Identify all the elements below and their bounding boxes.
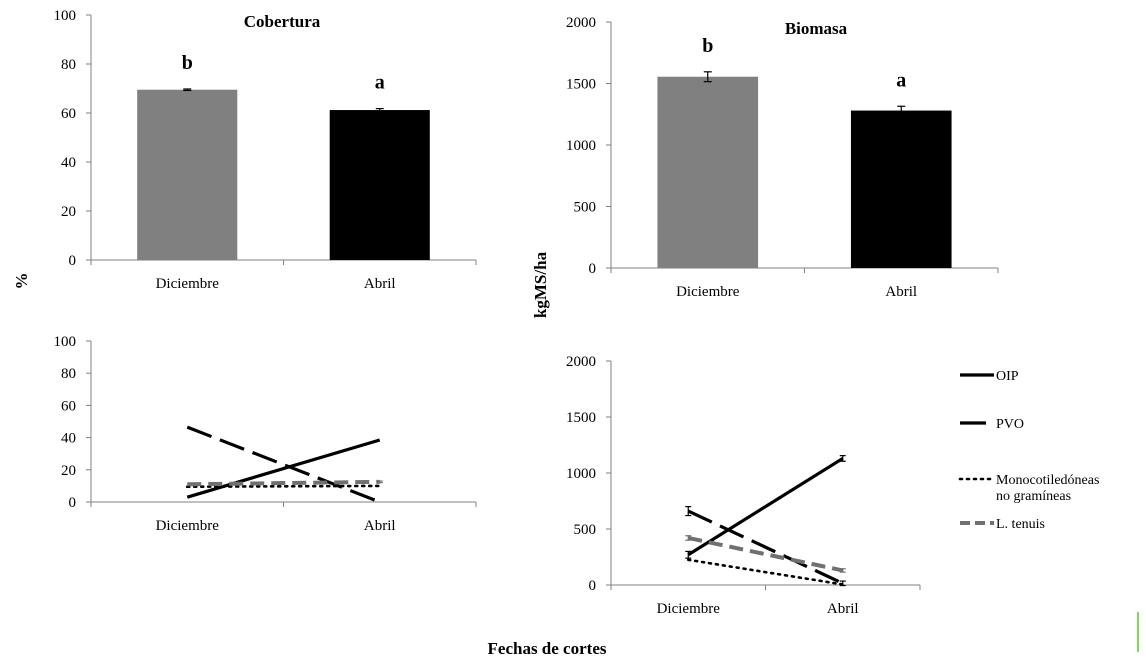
y-tick-label: 40 <box>61 431 76 447</box>
legend-label: L. tenuis <box>996 517 1045 532</box>
x-tick-label: Abril <box>364 276 396 292</box>
series-line <box>687 509 844 585</box>
y-tick-label: 1500 <box>566 410 596 426</box>
y-tick-label: 500 <box>574 522 597 538</box>
legend-label: PVO <box>996 417 1024 432</box>
series-line <box>687 536 844 573</box>
y-tick-label: 60 <box>61 398 76 414</box>
x-tick-label: Diciembre <box>156 518 220 534</box>
y-tick-label: 0 <box>589 261 597 277</box>
panel-title: Biomasa <box>785 19 848 38</box>
x-tick-label: Abril <box>885 284 917 300</box>
panel-biomasa-lines: 0 500 1000 1500 2000 Diciembre Abril <box>566 354 921 617</box>
series-line <box>187 479 380 487</box>
y-tick-label: 20 <box>61 463 76 479</box>
x-tick-label: Diciembre <box>657 601 721 617</box>
bar <box>329 110 430 260</box>
x-tick-label: Abril <box>827 601 859 617</box>
x-tick-label: Abril <box>364 518 396 534</box>
y-tick-label: 80 <box>61 57 76 73</box>
significance-letter: b <box>702 35 713 57</box>
page-edge-marker <box>1137 612 1139 652</box>
y-tick-label: 500 <box>574 200 597 216</box>
y-tick-label: 100 <box>54 334 77 350</box>
bar <box>657 76 759 268</box>
series-line <box>686 558 845 586</box>
y-axis-label-left: % <box>12 273 31 290</box>
y-tick-label: 60 <box>61 106 76 122</box>
x-tick-label: Diciembre <box>676 284 740 300</box>
legend-label: Monocotiledóneas <box>996 473 1099 488</box>
significance-letter: a <box>375 72 385 94</box>
y-axis-label-right: kgMS/ha <box>531 251 550 318</box>
y-tick-label: 100 <box>54 8 77 24</box>
legend-label: OIP <box>996 369 1019 384</box>
y-tick-label: 1000 <box>566 138 596 154</box>
y-tick-label: 1000 <box>566 466 596 482</box>
y-tick-label: 20 <box>61 204 76 220</box>
y-tick-label: 40 <box>61 155 76 171</box>
series-line <box>185 484 382 489</box>
series-line <box>186 438 381 499</box>
significance-letter: a <box>896 69 906 91</box>
series-line <box>186 425 381 504</box>
y-tick-label: 80 <box>61 366 76 382</box>
x-tick-label: Diciembre <box>156 276 220 292</box>
significance-letter: b <box>182 52 193 74</box>
y-tick-label: 0 <box>69 495 77 511</box>
y-tick-label: 2000 <box>566 354 596 370</box>
panel-cobertura-bars: 0 20 40 60 80 100 Diciembre Abril b a Cobertura <box>54 8 477 292</box>
y-tick-label: 2000 <box>566 15 596 31</box>
panel-title: Cobertura <box>244 12 321 31</box>
y-tick-label: 0 <box>69 253 77 269</box>
panel-biomasa-bars: 0 500 1000 1500 2000 Diciembre Abril b a Biomasa <box>566 15 999 300</box>
bar <box>850 110 952 268</box>
series-line <box>687 457 844 557</box>
legend-label-line2: no gramíneas <box>996 489 1071 504</box>
bar <box>137 89 238 260</box>
y-tick-label: 1500 <box>566 77 596 93</box>
x-axis-label: Fechas de cortes <box>488 639 607 658</box>
y-tick-label: 0 <box>589 578 597 594</box>
panel-cobertura-lines: 0 20 40 60 80 100 Diciembre Abril <box>54 334 477 534</box>
